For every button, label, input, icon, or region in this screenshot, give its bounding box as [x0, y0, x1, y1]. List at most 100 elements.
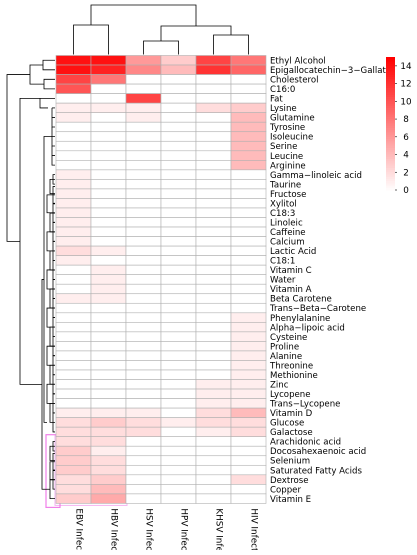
heatmap-cell: Selenium / HBV Infections: 2: [90, 455, 127, 466]
heatmap-cell: Water / KHSV Infections: 0: [195, 274, 232, 285]
heatmap-cell: Calcium / HBV Infections: 0: [90, 236, 127, 247]
row-label: Copper: [270, 485, 301, 495]
heatmap-cell: Lycopene / HIV Infections: 1: [230, 388, 267, 399]
heatmap-cell: Serine / HBV Infections: 0: [90, 140, 127, 152]
heatmap-cell: Vitamin E / HBV Infections: 5: [90, 493, 127, 504]
row-label: Lycopene: [270, 390, 311, 400]
heatmap-cell: Calcium / HPV Infections: 0: [160, 236, 197, 247]
dendrogram-branch: [6, 74, 30, 242]
heatmap-cell: Galactose / KHSV Infections: 1: [195, 426, 232, 438]
heatmap-cell: Beta Carotene / HPV Infections: 0: [160, 293, 197, 304]
legend-gradient-step: [386, 90, 395, 93]
row-label: Leucine: [270, 152, 303, 162]
heatmap-cell: Epigallocatechin−3−Gallate / HPV Infecti…: [160, 64, 197, 75]
legend-tick-label: 2: [403, 168, 409, 178]
heatmap-cell: Gamma−linoleic acid / HBV Infections: 0: [90, 169, 127, 180]
heatmap-cell: Glutamine / HPV Infections: 0: [160, 112, 197, 123]
row-label: Proline: [270, 342, 299, 352]
heatmap-cell: Epigallocatechin−3−Gallate / HSV Infecti…: [125, 64, 162, 75]
heatmap-cell: Saturated Fatty Acids / HPV Infections: …: [160, 464, 197, 476]
heatmap-cell: Isoleucine / HBV Infections: 0: [90, 131, 127, 142]
legend-gradient-step: [386, 150, 395, 153]
heatmap-cell: C16:0 / EBV Infections: 10: [55, 83, 92, 94]
legend-gradient-step: [386, 134, 395, 138]
row-dendrogram: [6, 59, 55, 500]
heatmap-cell: Galactose / HBV Infections: 2: [90, 426, 127, 438]
heatmap-cell: Phenylalanine / KHSV Infections: 0: [195, 312, 232, 323]
row-label: Vitamin E: [270, 495, 311, 505]
heatmap-cell: Dextrose / HSV Infections: 0: [125, 474, 162, 485]
heatmap-cell: Fructose / HIV Infections: 0: [230, 188, 267, 199]
heatmap-cell: Isoleucine / HIV Infections: 4: [230, 131, 267, 142]
heatmap-cell: Vitamin D / HBV Infections: 1: [90, 407, 127, 418]
legend-gradient-step: [386, 110, 395, 113]
heatmap-cell: Cysteine / KHSV Infections: 0: [195, 331, 232, 342]
row-label: Epigallocatechin−3−Gallate: [270, 66, 391, 76]
heatmap-cell: Vitamin C / KHSV Infections: 0: [195, 264, 232, 275]
heatmap-cell: Water / HSV Infections: 0: [125, 274, 162, 285]
heatmap-cell: Serine / KHSV Infections: 0: [195, 140, 232, 152]
row-label: Phenylalanine: [270, 314, 330, 324]
legend-gradient-step: [386, 187, 395, 191]
heatmap-cell: Gamma−linoleic acid / HSV Infections: 0: [125, 169, 162, 180]
row-label: Galactose: [270, 428, 313, 438]
legend-gradient-step: [386, 107, 395, 111]
heatmap-cell: C18:3 / HPV Infections: 0: [160, 207, 197, 218]
heatmap-cell: Arachidonic acid / HBV Infections: 2: [90, 436, 127, 447]
heatmap-cell: Cholesterol / HSV Infections: 0: [125, 74, 162, 85]
heatmap-cell: Tyrosine / HBV Infections: 0: [90, 121, 127, 133]
row-label: Lysine: [270, 104, 297, 114]
heatmap-cell: Selenium / HPV Infections: 0: [160, 455, 197, 466]
heatmap-cell: Copper / HPV Infections: 0: [160, 484, 197, 495]
row-label: Glutamine: [270, 114, 315, 124]
heatmap-cell: Proline / HIV Infections: 1: [230, 341, 267, 352]
heatmap-cell: Selenium / KHSV Infections: 0: [195, 455, 232, 466]
heatmap-cell: Threonine / EBV Infections: 0: [55, 360, 92, 371]
heatmap-cell: Copper / HBV Infections: 4: [90, 484, 127, 495]
row-label: Cysteine: [270, 333, 307, 343]
heatmap-cell: Vitamin A / HSV Infections: 0: [125, 283, 162, 295]
heatmap-cell: Alanine / HIV Infections: 1: [230, 350, 267, 361]
row-label: Arachidonic acid: [270, 438, 341, 448]
row-label: Beta Carotene: [270, 295, 332, 305]
row-label: Selenium: [270, 457, 310, 467]
heatmap-cell: Dextrose / HBV Infections: 3: [90, 474, 127, 485]
heatmap-cell: Lysine / HSV Infections: 1: [125, 102, 162, 113]
row-label: Caffeine: [270, 228, 306, 238]
row-label: Trans−Lycopene: [269, 400, 340, 410]
heatmap-cell: Tyrosine / HPV Infections: 0: [160, 121, 197, 133]
heatmap-cell: Trans−Lycopene / HSV Infections: 0: [125, 398, 162, 409]
heatmap-cell: Caffeine / HBV Infections: 0: [90, 226, 127, 237]
heatmap-cell: Cholesterol / HBV Infections: 8: [90, 74, 127, 85]
row-label: Docosahexaenoic acid: [270, 447, 366, 457]
legend-gradient-step: [386, 96, 395, 100]
heatmap-cell: Glutamine / HBV Infections: 0: [90, 112, 127, 123]
dendrogram-branch: [90, 4, 197, 26]
heatmap-cell: Trans−Beta−Carotene / HIV Infections: 0: [230, 302, 267, 314]
heatmap-cell: Glucose / HBV Infections: 3: [90, 417, 127, 428]
legend-gradient-step: [386, 130, 395, 133]
legend-tick-label: 4: [403, 151, 409, 161]
heatmap-cell: Zinc / HSV Infections: 0: [125, 379, 162, 390]
heatmap-cell: Beta Carotene / HBV Infections: 1: [90, 293, 127, 304]
dendrogram-branch: [49, 178, 55, 195]
heatmap-cell: Docosahexaenoic acid / HSV Infections: 0: [125, 445, 162, 457]
legend-gradient-step: [386, 165, 395, 169]
heatmap-cell: Glucose / KHSV Infections: 2: [195, 417, 232, 428]
heatmap-cell: Cholesterol / EBV Infections: 11: [55, 74, 92, 85]
heatmap-cell: C16:0 / HSV Infections: 0: [125, 83, 162, 94]
legend-gradient-step: [386, 79, 395, 82]
heatmap-cell: Serine / HSV Infections: 0: [125, 140, 162, 152]
legend-gradient-step: [386, 132, 395, 136]
heatmap-cell: Arginine / EBV Infections: 0: [55, 160, 92, 171]
heatmap-cell: Tyrosine / HSV Infections: 0: [125, 121, 162, 133]
legend-gradient-step: [386, 116, 395, 120]
heatmap-cell: Arachidonic acid / HSV Infections: 0: [125, 436, 162, 447]
dendrogram-branch: [73, 24, 109, 55]
heatmap-cell: Linoleic / HBV Infections: 0: [90, 217, 127, 228]
legend-tick-label: 10: [400, 97, 412, 107]
legend-gradient-step: [386, 74, 395, 78]
heatmap-cell: Alanine / HSV Infections: 0: [125, 350, 162, 361]
heatmap-cell: Trans−Lycopene / HIV Infections: 1: [230, 398, 267, 409]
